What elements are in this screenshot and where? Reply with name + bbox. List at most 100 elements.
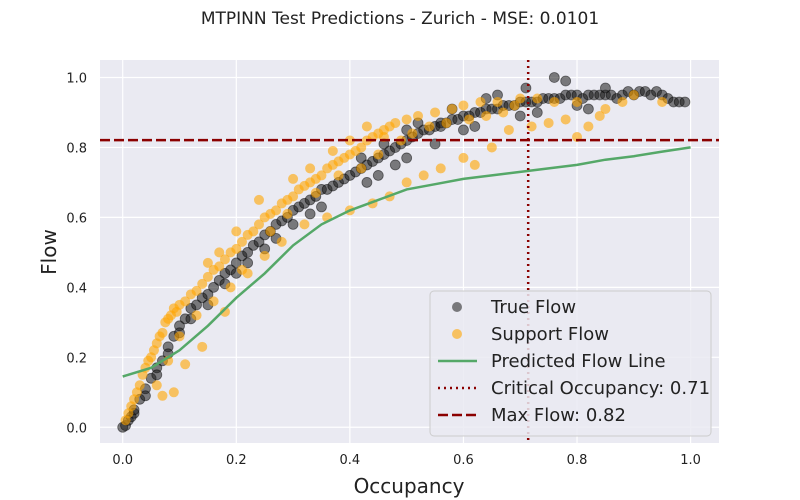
true-flow-point — [548, 72, 560, 83]
support-flow-point — [305, 163, 316, 174]
support-flow-point — [475, 96, 486, 107]
true-flow-point — [401, 152, 413, 164]
true-flow-point — [372, 170, 384, 181]
support-flow-point — [469, 159, 480, 170]
legend-label: Max Flow: 0.82 — [491, 405, 626, 426]
support-flow-point — [197, 278, 208, 289]
support-flow-point — [214, 247, 225, 258]
support-flow-point — [486, 142, 497, 153]
true-flow-point — [242, 257, 254, 269]
legend-label: Predicted Flow Line — [491, 351, 666, 372]
support-flow-point — [413, 110, 424, 121]
x-tick-label: 0.8 — [567, 453, 588, 468]
x-tick-label: 1.0 — [680, 453, 701, 468]
support-flow-point — [208, 296, 219, 307]
support-flow-point — [202, 271, 213, 282]
support-flow-point — [361, 121, 372, 132]
support-flow-point — [191, 310, 202, 321]
y-axis-label: Flow — [37, 229, 61, 275]
support-flow-point — [271, 205, 282, 216]
support-flow-point — [430, 107, 441, 118]
support-flow-point — [225, 282, 236, 293]
support-flow-point — [219, 254, 230, 265]
true-flow-point — [429, 138, 441, 150]
support-flow-point — [231, 243, 242, 254]
support-flow-point — [134, 380, 145, 391]
support-flow-point — [310, 187, 321, 198]
support-flow-point — [509, 100, 520, 111]
support-flow-point — [515, 93, 526, 104]
support-flow-point — [532, 93, 543, 104]
predicted-flow-line — [122, 146, 691, 378]
true-flow-point — [242, 246, 254, 258]
legend: True Flow Support Flow Predicted Flow Line… — [429, 290, 712, 437]
x-tick-label: 0.4 — [340, 453, 361, 468]
support-flow-point — [168, 387, 179, 398]
true-flow-point — [202, 288, 214, 300]
support-flow-point — [151, 380, 162, 391]
support-flow-point — [441, 117, 452, 128]
support-flow-point — [282, 208, 293, 219]
support-flow-point — [259, 250, 270, 261]
support-flow-point — [435, 163, 446, 174]
support-flow-point — [373, 149, 384, 160]
support-flow-point — [265, 226, 276, 237]
support-flow-point — [600, 103, 611, 114]
support-flow-point — [344, 135, 355, 146]
true-flow-point — [253, 236, 265, 248]
support-flow-point — [464, 114, 475, 125]
x-axis-label: Occupancy — [354, 474, 465, 498]
true-flow-point — [458, 124, 469, 136]
support-flow-point — [214, 261, 225, 272]
support-flow-point — [407, 128, 418, 139]
true-flow-point — [191, 299, 202, 311]
support-flow-point — [299, 219, 310, 230]
support-flow-point — [401, 177, 412, 188]
y-tick-label: 1.0 — [66, 71, 87, 86]
support-flow-point — [197, 341, 208, 352]
true-flow-point — [316, 201, 327, 213]
true-flow-point — [287, 218, 299, 230]
true-flow-point — [230, 257, 242, 269]
y-tick-label: 0.4 — [66, 281, 87, 296]
legend-label: Critical Occupancy: 0.71 — [491, 378, 710, 399]
true-flow-point — [560, 75, 572, 87]
support-flow-point — [356, 163, 367, 174]
support-flow-point — [356, 142, 367, 153]
legend-box — [429, 290, 712, 437]
support-flow-point — [543, 117, 554, 128]
y-tick-label: 0.8 — [66, 141, 87, 156]
y-tick-label: 0.6 — [66, 211, 87, 226]
support-flow-point — [180, 296, 191, 307]
support-flow-point — [492, 96, 503, 107]
support-flow-point — [236, 264, 247, 275]
support-flow-point — [549, 96, 560, 107]
true-flow-point — [679, 96, 691, 108]
support-flow-point — [254, 219, 265, 230]
support-flow-point — [458, 100, 469, 111]
support-flow-point — [231, 226, 242, 237]
support-flow-point — [447, 103, 458, 114]
support-flow-point — [401, 114, 412, 125]
support-flow-point — [503, 124, 514, 135]
chart-title: MTPINN Test Predictions - Zurich - MSE: … — [201, 9, 599, 29]
true-flow-point — [600, 82, 611, 94]
true-flow-point — [304, 208, 316, 220]
legend-label: Support Flow — [491, 324, 609, 345]
x-tick-label: 0.6 — [453, 453, 474, 468]
legend-label: True Flow — [490, 297, 576, 318]
support-flow-point — [458, 152, 469, 163]
support-flow-point — [219, 306, 230, 317]
support-flow-point — [418, 170, 429, 181]
support-flow-point — [174, 331, 185, 342]
support-flow-point — [202, 257, 213, 268]
y-tick-label: 0.0 — [66, 421, 87, 436]
true-flow-point — [208, 281, 219, 293]
legend-marker — [452, 302, 462, 312]
support-flow-point — [526, 121, 537, 132]
support-flow-point — [583, 121, 594, 132]
support-flow-point — [628, 89, 639, 100]
support-flow-point — [481, 110, 492, 121]
plot-area — [100, 60, 719, 443]
